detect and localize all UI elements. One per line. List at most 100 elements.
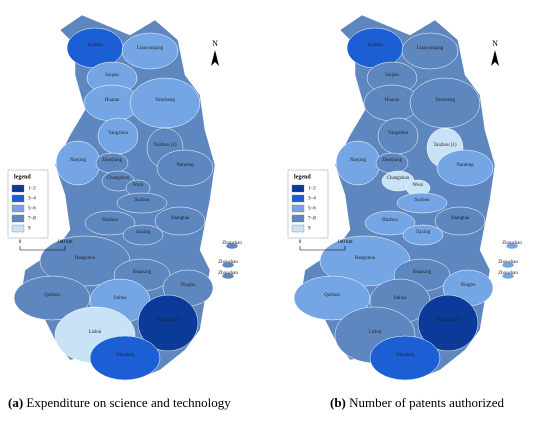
legend-title: legend (294, 174, 311, 180)
city-label: Jiaxing (136, 230, 151, 235)
city-region (122, 224, 164, 246)
city-label: Lishui (369, 330, 382, 335)
city-label: Taizhou (1) (433, 143, 456, 148)
city-label: Taizhou (2) (156, 318, 179, 323)
legend-label: 3~4 (308, 197, 316, 202)
legend-swatch (291, 184, 305, 193)
city-label: Zhoushan (498, 271, 518, 276)
city-label: Jinhua (393, 296, 407, 301)
legend-swatch (291, 194, 305, 203)
scale-end: 100 km (337, 240, 352, 245)
city-region (121, 32, 179, 70)
legend-swatch (11, 194, 25, 203)
city-label: Hangzhou (75, 256, 96, 261)
legend-swatch (291, 214, 305, 223)
city-label: Ningbo (461, 283, 477, 288)
city-label: Shaoxing (413, 270, 432, 275)
city-label: Suqian (385, 73, 399, 78)
legend-swatch (11, 224, 25, 233)
city-region (154, 206, 206, 236)
city-label: Jinhua (113, 296, 127, 301)
city-region (501, 261, 515, 269)
city-label: Suzhou (135, 198, 151, 203)
city-label: Lianyungang (137, 46, 164, 51)
city-label: Huaian (105, 98, 120, 103)
city-region (401, 32, 459, 70)
city-label: Lianyungang (417, 46, 444, 51)
map-panel: Xuzhou Lianyungang Suqian Huaian Yancheng Yan… (7, 14, 242, 381)
legend-swatch (11, 214, 25, 223)
city-label: Yancheng (155, 98, 175, 103)
city-label: Nantong (456, 163, 474, 168)
city-label: Wuxi (133, 183, 145, 188)
city-label: Zhenjiang (382, 158, 403, 163)
legend-swatch (11, 184, 25, 193)
city-region (116, 192, 168, 214)
caption-text: Expenditure on science and technology (26, 395, 231, 410)
city-label: Zhoushan (218, 271, 238, 276)
legend-label: 5~6 (28, 207, 36, 212)
legend-label: 9 (28, 227, 31, 232)
city-label: Nanjing (70, 158, 87, 163)
city-label: Yangzhou (388, 131, 409, 136)
city-label: Hangzhou (355, 256, 376, 261)
city-label: Zhoushan (222, 241, 242, 246)
city-region (221, 261, 235, 269)
city-label: Taizhou (2) (436, 318, 459, 323)
city-label: Ningbo (181, 283, 197, 288)
city-region (396, 192, 448, 214)
city-label: Huaian (385, 98, 400, 103)
scale-end: 100 km (57, 240, 72, 245)
legend-label: 3~4 (28, 197, 36, 202)
city-region (417, 294, 479, 352)
legend-label: 7~8 (28, 217, 36, 222)
legend-swatch (291, 204, 305, 213)
city-region (402, 224, 444, 246)
city-label: Nanjing (350, 158, 367, 163)
city-region (221, 272, 235, 280)
caption: (a) Expenditure on science and technolog… (8, 395, 231, 410)
city-label: Quzhou (324, 293, 340, 298)
legend-label: 1~2 (308, 187, 316, 192)
city-label: Zhoushan (498, 260, 518, 265)
city-label: Quzhou (44, 293, 60, 298)
city-label: Zhoushan (502, 241, 522, 246)
city-label: Yancheng (435, 98, 455, 103)
city-label: Zhoushan (218, 260, 238, 265)
city-label: Xuzhou (367, 43, 383, 48)
city-region (225, 242, 239, 250)
legend-swatch (291, 224, 305, 233)
city-region (434, 206, 486, 236)
city-region (137, 294, 199, 352)
caption: (b) Number of patents authorized (330, 395, 505, 410)
city-label: Wuxi (413, 183, 425, 188)
scale-start: 0 (299, 240, 302, 245)
legend-title: legend (14, 174, 31, 180)
city-region (156, 149, 214, 187)
city-region (364, 210, 416, 236)
caption-label: (a) (8, 395, 23, 410)
city-label: Xuzhou (87, 43, 103, 48)
city-region (505, 242, 519, 250)
north-label: N (212, 39, 218, 48)
city-label: Suqian (105, 73, 119, 78)
scale-start: 0 (19, 240, 22, 245)
city-label: Shaoxing (133, 270, 152, 275)
city-label: Zhenjiang (102, 158, 123, 163)
city-label: Shanghai (171, 216, 190, 221)
city-label: Lishui (89, 330, 102, 335)
map-panel: Xuzhou Lianyungang Suqian Huaian Yancheng Yan… (287, 14, 522, 381)
caption-text: Number of patents authorized (349, 395, 504, 410)
legend-label: 1~2 (28, 187, 36, 192)
north-label: N (492, 39, 498, 48)
city-label: Shanghai (451, 216, 470, 221)
city-label: Wenzhou (396, 353, 415, 358)
city-region (436, 149, 494, 187)
caption-label: (b) (330, 395, 346, 410)
legend-label: 5~6 (308, 207, 316, 212)
legend-label: 7~8 (308, 217, 316, 222)
city-label: Yangzhou (108, 131, 129, 136)
city-label: Taizhou (1) (153, 143, 176, 148)
legend-label: 9 (308, 227, 311, 232)
